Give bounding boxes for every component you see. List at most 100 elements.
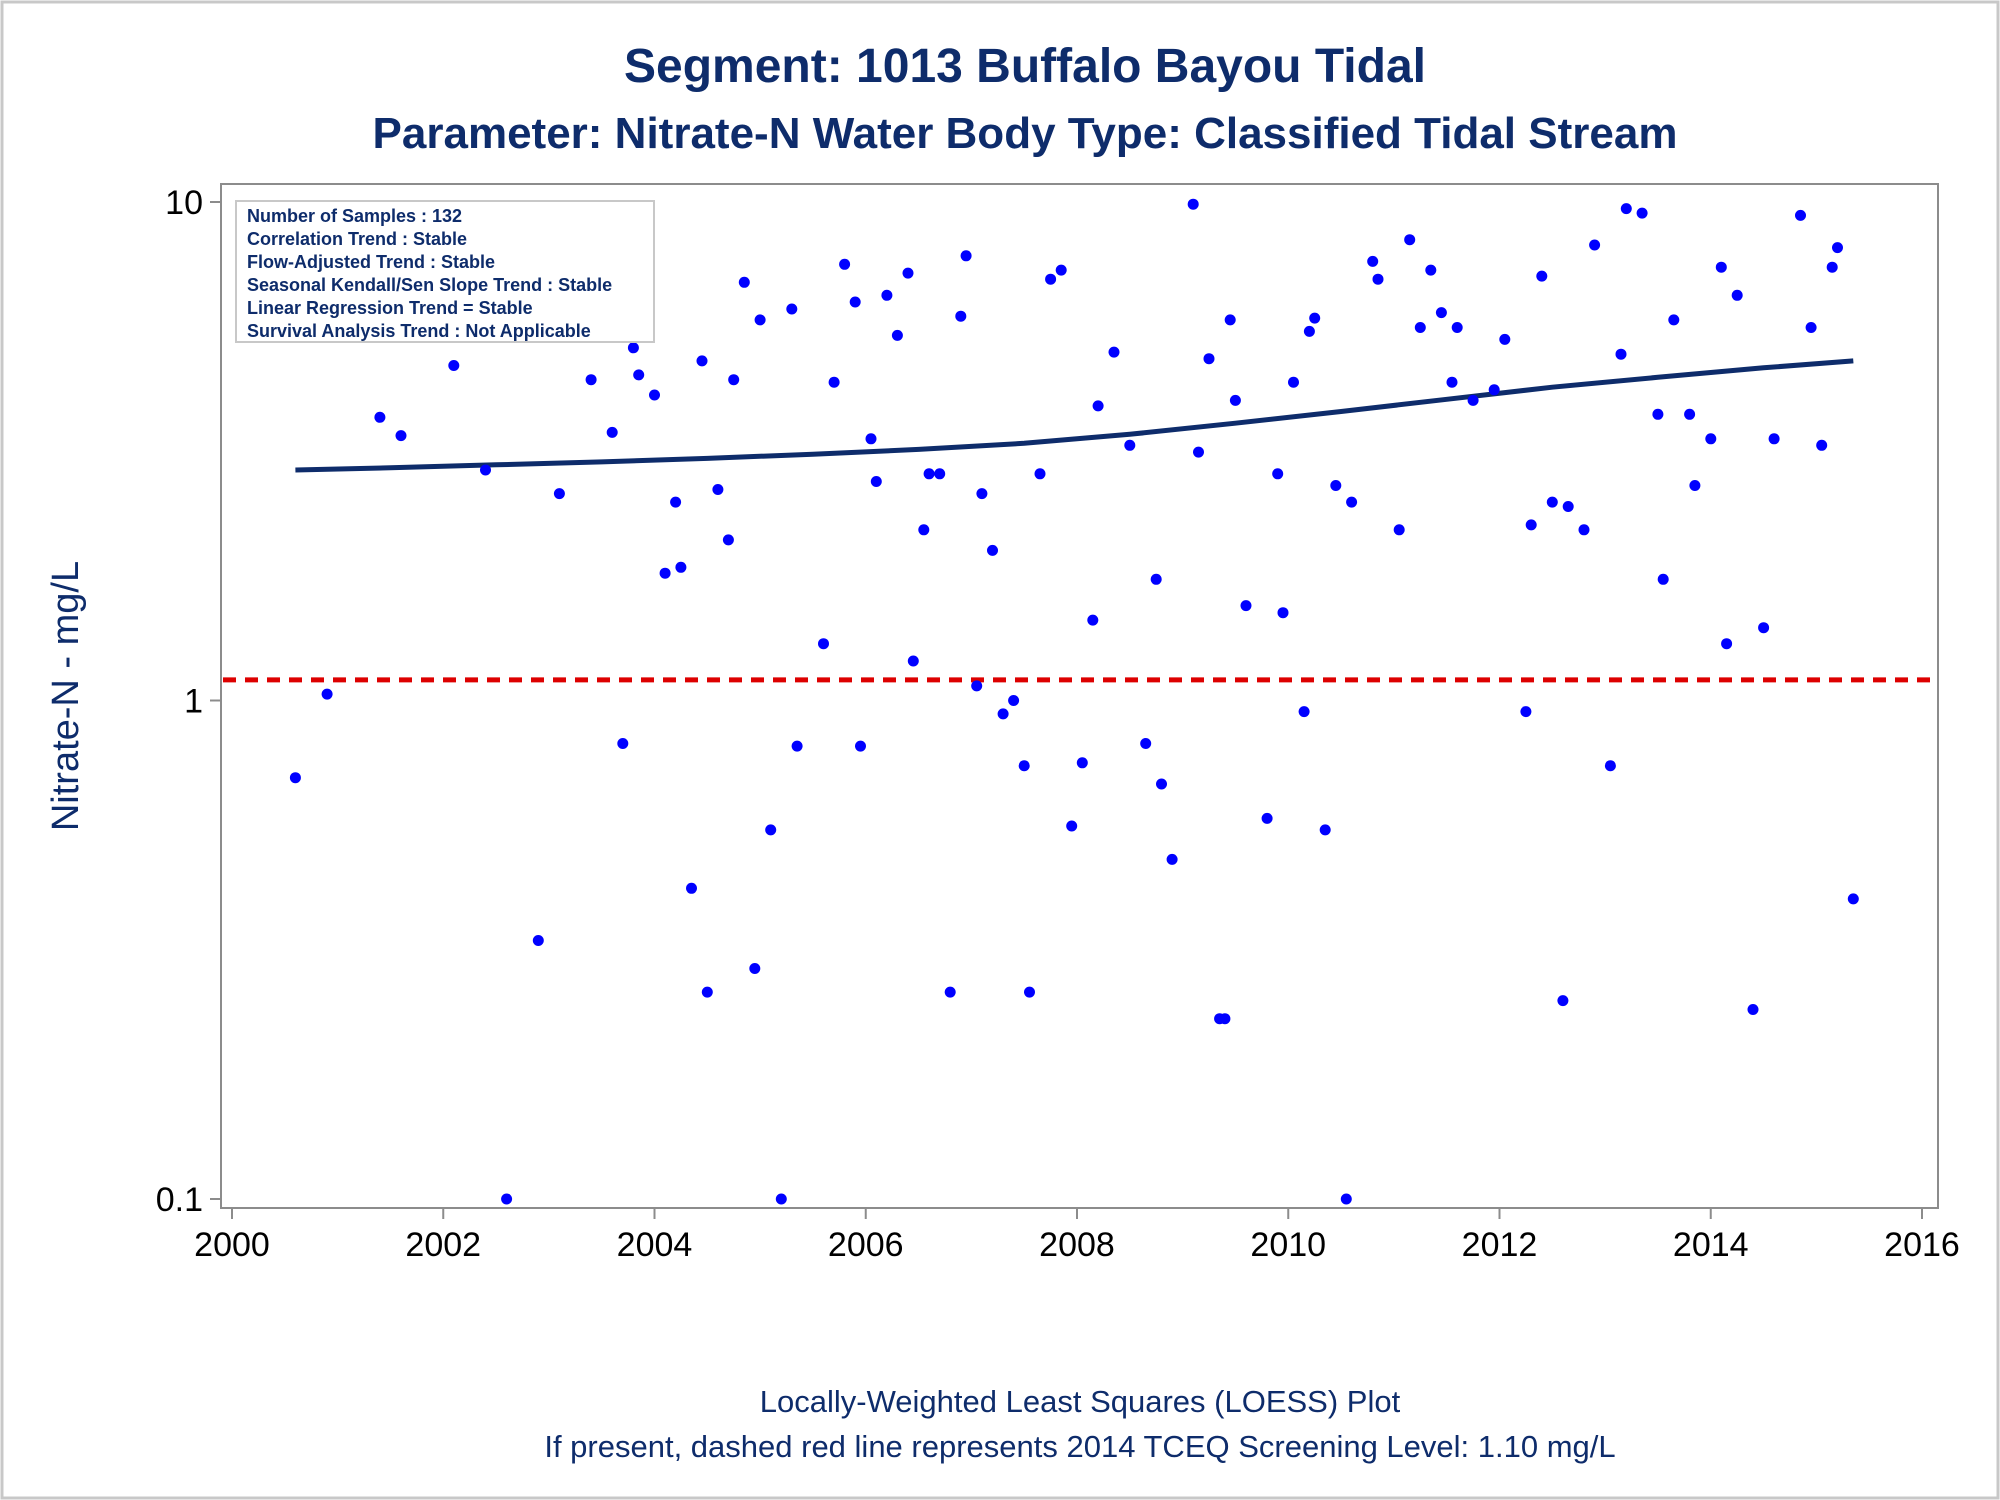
- data-point: [1816, 439, 1828, 451]
- y-tick-label: 0.1: [156, 1181, 203, 1219]
- data-point: [1705, 433, 1717, 445]
- data-point: [1520, 706, 1532, 718]
- plot-border: [220, 183, 1939, 1209]
- data-point: [1150, 573, 1162, 585]
- data-point: [1652, 408, 1664, 420]
- data-point: [696, 355, 708, 367]
- data-point: [1562, 501, 1574, 512]
- data-point: [754, 314, 766, 326]
- data-point: [971, 680, 983, 692]
- data-point: [532, 935, 544, 946]
- data-point: [1536, 270, 1548, 282]
- data-point: [749, 963, 761, 974]
- data-point: [675, 561, 687, 573]
- data-point: [480, 464, 491, 476]
- data-point: [1140, 738, 1152, 749]
- data-point: [1092, 400, 1104, 412]
- x-tick-label: 2004: [617, 1226, 693, 1264]
- x-tick-label: 2010: [1250, 1226, 1326, 1264]
- data-point: [870, 476, 882, 487]
- y-axis-label: Nitrate-N - mg/L: [45, 561, 87, 831]
- data-point: [881, 289, 893, 301]
- x-tick-label: 2014: [1673, 1226, 1749, 1264]
- data-point: [1330, 480, 1342, 491]
- data-point: [1087, 614, 1099, 626]
- data-point: [1715, 261, 1727, 273]
- data-point: [960, 250, 972, 262]
- data-point: [1467, 394, 1479, 406]
- data-point: [855, 740, 866, 752]
- data-point: [1346, 496, 1358, 508]
- inset-line-seasonal-kendall: Seasonal Kendall/Sen Slope Trend : Stabl…: [247, 275, 612, 295]
- x-tick-label: 2016: [1884, 1226, 1960, 1264]
- data-point: [712, 484, 724, 495]
- inset-line-correlation: Correlation Trend : Stable: [247, 229, 467, 249]
- data-point: [627, 342, 639, 354]
- data-point: [1425, 264, 1437, 276]
- data-point: [1193, 446, 1204, 458]
- data-point: [553, 488, 565, 500]
- data-point: [1721, 638, 1733, 650]
- data-point: [765, 824, 777, 836]
- plot-area: [220, 183, 1939, 1209]
- axes: 2000 2002 2004 2006 2008 2010 2012 2014 2016 0.1 1…: [156, 184, 1960, 1264]
- data-point: [976, 488, 988, 500]
- data-point: [1847, 893, 1859, 905]
- data-point: [791, 740, 803, 752]
- data-point: [1108, 346, 1120, 358]
- data-point: [1435, 307, 1447, 319]
- data-point: [775, 1193, 787, 1205]
- data-point: [944, 986, 956, 998]
- chart-subtitle: Parameter: Nitrate-N Water Body Type: Cl…: [373, 109, 1678, 158]
- data-point: [1187, 198, 1199, 210]
- data-point: [1288, 376, 1299, 388]
- data-point: [923, 468, 935, 480]
- data-point: [987, 544, 998, 556]
- x-tick-label: 2012: [1462, 1226, 1538, 1264]
- data-point: [1826, 261, 1838, 273]
- y-tick-label: 1: [184, 683, 203, 721]
- data-points: [289, 198, 1859, 1205]
- data-point: [1404, 234, 1416, 246]
- data-point: [670, 496, 682, 508]
- data-point: [1451, 322, 1463, 333]
- data-point: [1240, 600, 1252, 612]
- data-point: [1166, 853, 1178, 865]
- data-point: [1578, 524, 1590, 536]
- loess-curve: [295, 358, 1854, 473]
- data-point: [1309, 312, 1321, 324]
- data-point: [955, 310, 967, 322]
- data-point: [865, 433, 877, 445]
- data-point: [1525, 519, 1537, 531]
- data-point: [918, 524, 930, 536]
- y-tick-label: 10: [165, 184, 203, 222]
- data-point: [1298, 706, 1310, 718]
- data-point: [1367, 255, 1379, 267]
- data-point: [722, 534, 734, 546]
- data-point: [1261, 812, 1273, 824]
- data-point: [1224, 314, 1236, 326]
- stats-inset: Number of Samples : 132 Correlation Tren…: [235, 200, 655, 343]
- data-point: [1805, 322, 1817, 333]
- data-point: [659, 567, 671, 579]
- data-point: [1731, 289, 1743, 301]
- data-point: [1156, 778, 1167, 790]
- data-point: [1499, 333, 1511, 345]
- inset-line-linear-regression: Linear Regression Trend = Stable: [247, 298, 533, 318]
- data-point: [818, 638, 829, 650]
- data-point: [1689, 480, 1701, 491]
- loess-layer: [295, 358, 1854, 473]
- data-point: [448, 360, 460, 371]
- data-point: [902, 267, 914, 279]
- data-point: [1393, 524, 1405, 536]
- data-point: [1832, 242, 1843, 254]
- data-point: [1076, 757, 1088, 769]
- data-point: [1229, 394, 1241, 406]
- data-point: [1446, 376, 1458, 388]
- data-point: [738, 276, 750, 288]
- data-point: [849, 296, 861, 308]
- data-point: [1303, 325, 1315, 337]
- data-point: [1008, 695, 1020, 706]
- inset-line-survival: Survival Analysis Trend : Not Applicable: [247, 321, 591, 341]
- data-point: [786, 303, 798, 315]
